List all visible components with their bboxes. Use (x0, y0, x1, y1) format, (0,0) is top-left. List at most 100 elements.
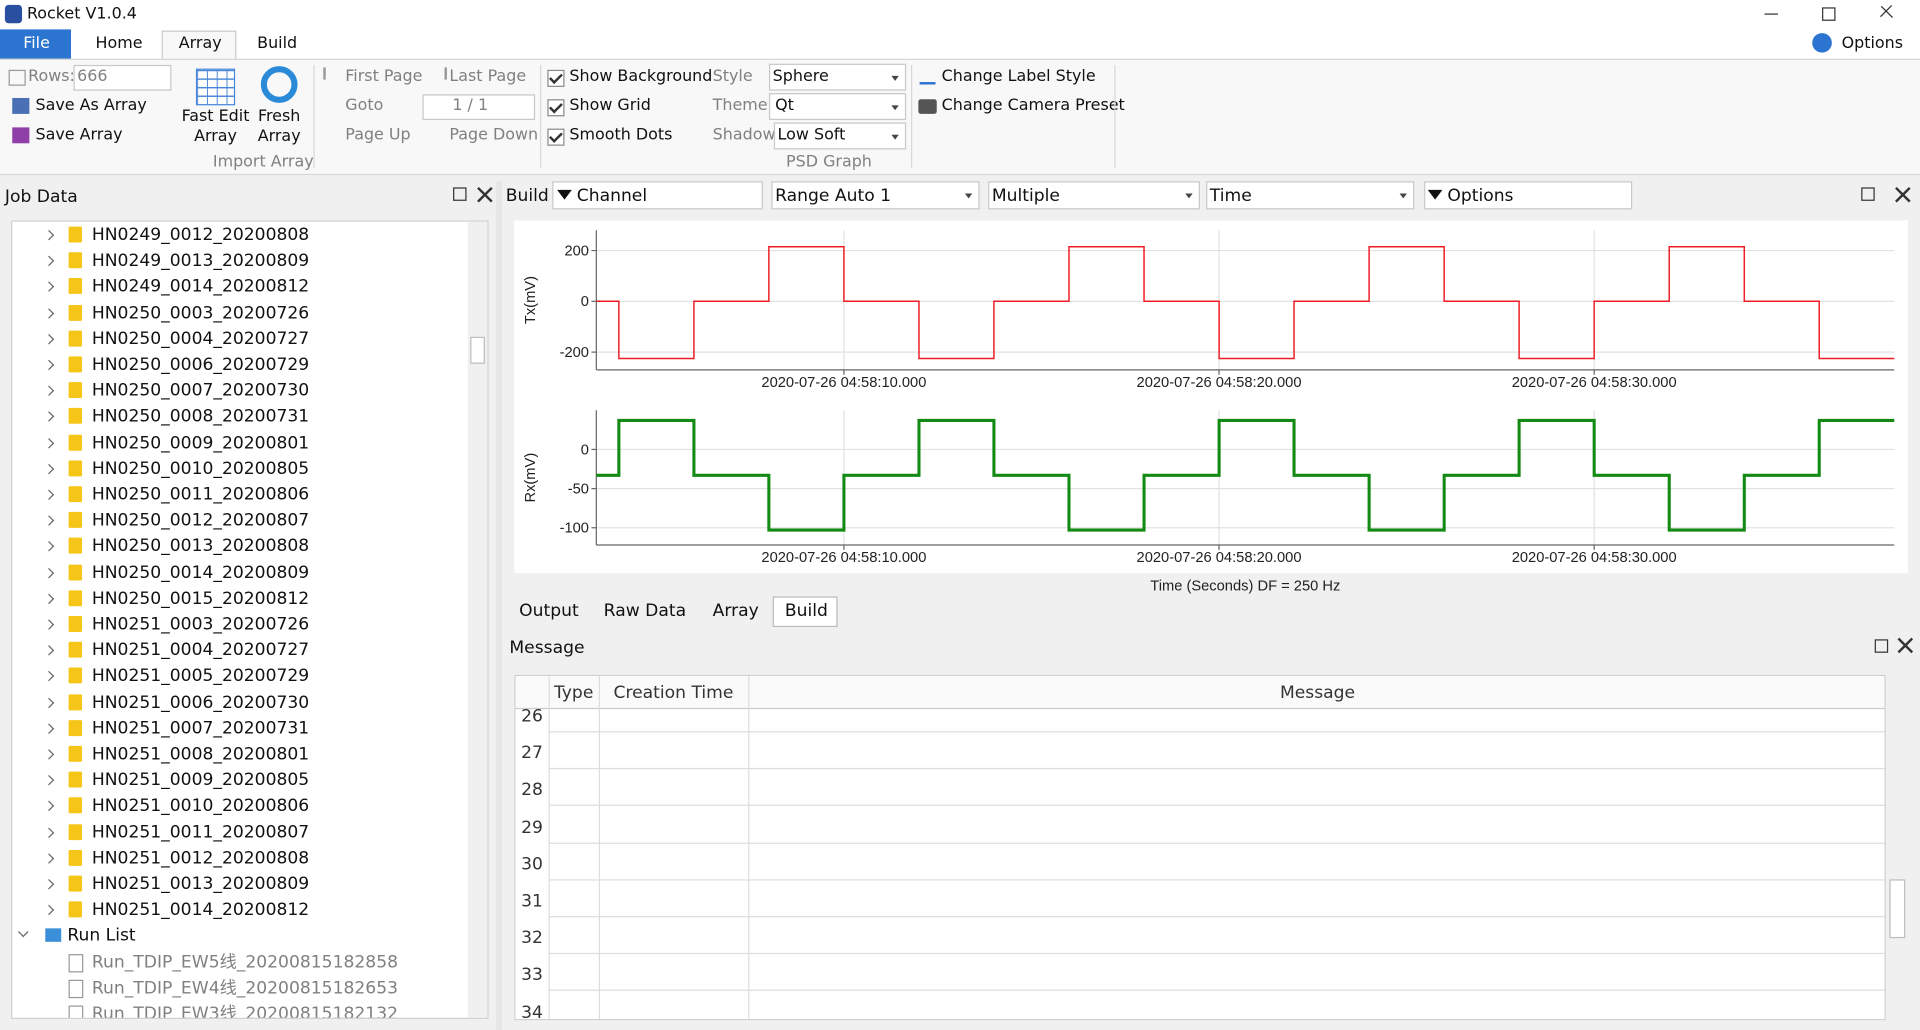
table-scrollbar[interactable] (1886, 674, 1908, 1021)
tree-item[interactable]: HN0250_0007_20200730 (12, 379, 477, 403)
tree-item[interactable]: HN0250_0008_20200731 (12, 405, 477, 429)
tree-label[interactable]: Run_TDIP_EW4线_20200815182653 (91, 978, 399, 998)
multiple-value[interactable]: Multiple (991, 186, 1060, 206)
expand-arrow[interactable] (43, 853, 55, 864)
smooth-dots-label[interactable]: Smooth Dots (569, 126, 673, 145)
expand-arrow[interactable] (43, 307, 55, 319)
tree-item[interactable]: HN0249_0012_20200808 (12, 223, 477, 247)
channel-label[interactable]: Channel (576, 186, 648, 206)
show-grid-label[interactable]: Show Grid (569, 96, 651, 116)
tree-item[interactable]: HN0251_0007_20200731 (12, 716, 477, 740)
tree-label[interactable]: HN0251_0003_20200726 (91, 614, 310, 635)
ribbon-tab[interactable]: Array (178, 34, 222, 53)
expand-arrow[interactable] (43, 619, 55, 630)
tree-label[interactable]: HN0251_0007_20200731 (91, 718, 310, 739)
change-camera-preset-button[interactable]: Change Camera Preset (941, 96, 1125, 116)
tree-label[interactable]: HN0251_0008_20200801 (91, 744, 310, 765)
column-header[interactable]: Creation Time (613, 683, 734, 703)
tree-label[interactable]: HN0250_0006_20200729 (91, 355, 310, 375)
tree-label[interactable]: HN0251_0005_20200729 (91, 666, 310, 687)
tree-label[interactable]: Run_TDIP_EW3线_20200815182132 (91, 1004, 399, 1019)
tree-item[interactable]: HN0250_0003_20200726 (12, 301, 477, 325)
expand-arrow[interactable] (43, 229, 55, 241)
tree-label[interactable]: HN0251_0009_20200805 (91, 770, 310, 791)
splitter[interactable] (495, 181, 503, 1030)
float-button[interactable] (1861, 187, 1875, 201)
show-grid-checkbox[interactable] (547, 99, 565, 117)
row-number[interactable]: 32 (521, 928, 543, 949)
last-page-button[interactable]: Last Page (449, 67, 527, 86)
time-dropdown[interactable] (1206, 181, 1415, 210)
first-page-button[interactable]: First Page (345, 67, 423, 86)
tree-label[interactable]: HN0251_0006_20200730 (91, 692, 310, 713)
tree-label[interactable]: HN0250_0004_20200727 (91, 329, 310, 349)
page-input[interactable] (422, 94, 536, 121)
tree-item[interactable]: HN0249_0014_20200812 (12, 275, 477, 299)
row-number[interactable]: 34 (521, 1002, 543, 1021)
expand-arrow[interactable] (43, 905, 55, 916)
range-value[interactable]: Range Auto 1 (775, 186, 892, 206)
fresh-array-button[interactable]: Fresh Array (257, 107, 301, 146)
bottom-tab[interactable]: Build (784, 601, 828, 621)
smooth-dots-checkbox[interactable] (547, 128, 565, 146)
save-as-array-button[interactable]: Save As Array (35, 96, 147, 116)
tree-label[interactable]: Run List (67, 926, 136, 946)
row-number[interactable]: 30 (521, 854, 543, 875)
change-label-style-button[interactable]: Change Label Style (941, 67, 1096, 86)
tree-item[interactable]: Run_TDIP_EW3线_20200815182132 (12, 1002, 477, 1019)
tree-item[interactable]: HN0250_0011_20200806 (12, 483, 477, 507)
expand-arrow[interactable] (43, 333, 55, 345)
tree-label[interactable]: HN0250_0009_20200801 (91, 433, 310, 453)
scroll-thumb[interactable] (470, 336, 485, 364)
tree-item[interactable]: HN0250_0015_20200812 (12, 586, 477, 610)
tree-label[interactable]: HN0251_0012_20200808 (91, 848, 310, 869)
expand-arrow[interactable] (43, 359, 55, 371)
page-up-button[interactable]: Page Up (345, 126, 411, 145)
tree-item[interactable]: HN0249_0013_20200809 (12, 249, 477, 273)
fast-edit-array-button[interactable]: Fast Edit Array (181, 107, 250, 146)
time-value[interactable]: Time (1209, 186, 1252, 206)
tree-item[interactable]: HN0251_0010_20200806 (12, 794, 477, 818)
expand-arrow[interactable] (43, 463, 55, 475)
tree-item[interactable]: HN0250_0006_20200729 (12, 353, 477, 377)
close-panel-button[interactable] (476, 186, 493, 203)
file-tab[interactable] (0, 29, 72, 59)
tree-label[interactable]: HN0250_0003_20200726 (91, 303, 310, 323)
expand-arrow[interactable] (43, 749, 55, 760)
expand-arrow[interactable] (43, 281, 55, 293)
tree-label[interactable]: HN0251_0013_20200809 (91, 874, 310, 895)
tree-label[interactable]: HN0250_0010_20200805 (91, 459, 310, 479)
style-value[interactable]: Sphere (772, 67, 829, 86)
tree-label[interactable]: HN0251_0010_20200806 (91, 796, 310, 817)
tree-label[interactable]: HN0251_0011_20200807 (91, 822, 310, 843)
row-number[interactable]: 28 (521, 780, 543, 801)
tree-label[interactable]: HN0250_0014_20200809 (91, 562, 310, 583)
tree-label[interactable]: HN0249_0012_20200808 (91, 225, 310, 245)
tree-item[interactable]: HN0251_0011_20200807 (12, 820, 477, 844)
expand-arrow[interactable] (43, 385, 55, 397)
float-button[interactable] (1874, 639, 1889, 653)
tree-label[interactable]: HN0250_0011_20200806 (91, 484, 310, 505)
expand-arrow[interactable] (43, 697, 55, 708)
expand-arrow[interactable] (43, 593, 55, 604)
row-number[interactable]: 26 (521, 706, 543, 727)
expand-arrow[interactable] (43, 775, 55, 786)
ribbon-tab[interactable]: File (23, 34, 50, 53)
channel-dropdown[interactable] (552, 181, 763, 210)
tree-scrollbar[interactable] (467, 221, 488, 1018)
tree-item[interactable]: HN0251_0003_20200726 (12, 612, 477, 636)
tree-label[interactable]: HN0250_0012_20200807 (91, 510, 310, 531)
tree-item[interactable]: HN0251_0014_20200812 (12, 898, 477, 922)
tree-item[interactable]: Run_TDIP_EW4线_20200815182653 (12, 976, 477, 1000)
tree-label[interactable]: HN0250_0008_20200731 (91, 407, 310, 427)
expand-arrow[interactable] (43, 255, 55, 267)
tree-label[interactable]: Run_TDIP_EW5线_20200815182858 (91, 952, 399, 972)
save-array-button[interactable]: Save Array (35, 126, 123, 145)
tree-label[interactable]: HN0251_0014_20200812 (91, 900, 310, 921)
page-down-button[interactable]: Page Down (449, 126, 539, 145)
tree-item[interactable]: HN0250_0013_20200808 (12, 534, 477, 558)
tree-item[interactable]: HN0251_0004_20200727 (12, 638, 477, 662)
ribbon-tab[interactable]: Home (95, 34, 143, 53)
row-number[interactable]: 29 (521, 817, 543, 838)
float-button[interactable] (453, 187, 467, 201)
